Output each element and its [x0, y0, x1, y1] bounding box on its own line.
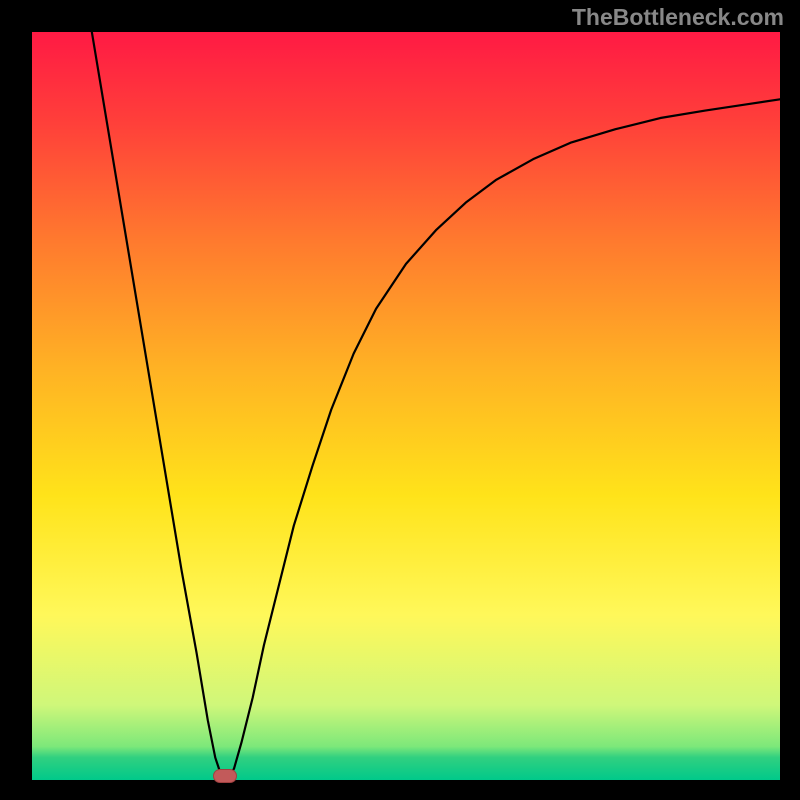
chart-container: TheBottleneck.com: [0, 0, 800, 800]
optimal-marker: [213, 769, 237, 783]
watermark-text: TheBottleneck.com: [572, 4, 784, 31]
plot-svg: [0, 0, 800, 800]
gradient-background: [32, 32, 780, 780]
